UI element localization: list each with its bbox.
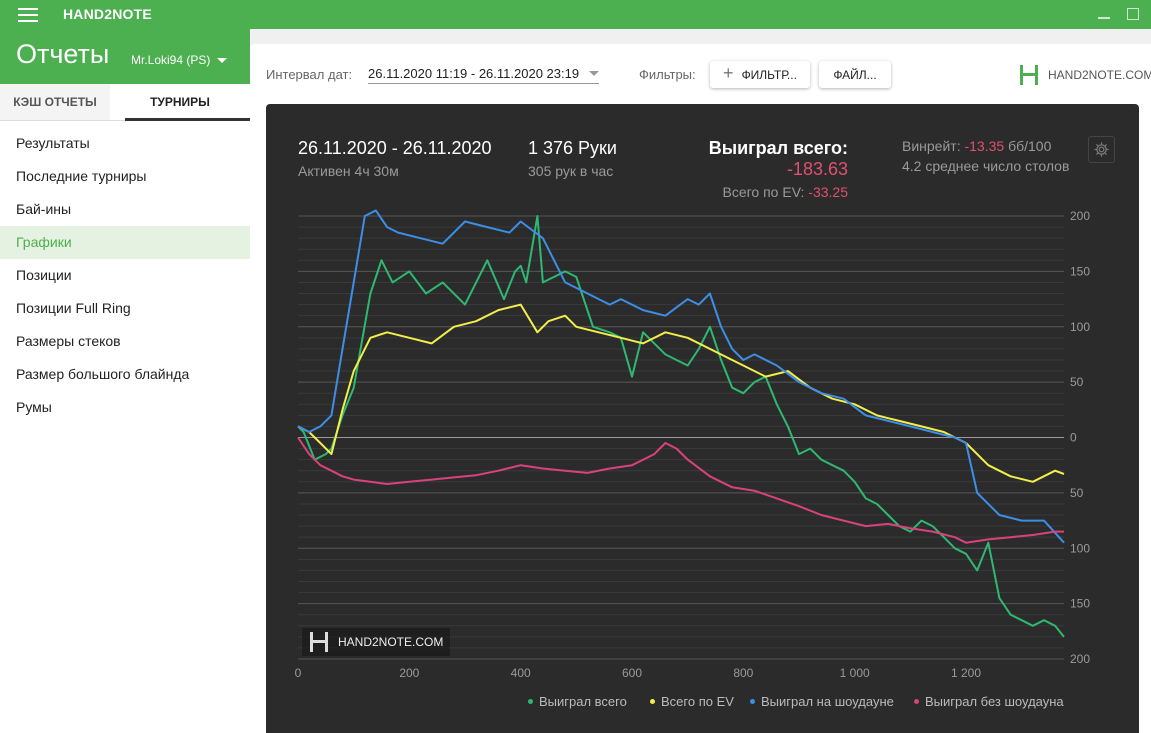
y-tick-label: 200 — [1070, 652, 1090, 666]
tab-tournaments[interactable]: ТУРНИРЫ — [110, 84, 250, 121]
filters-label: Фильтры: — [639, 67, 696, 82]
plus-icon: + — [723, 63, 734, 83]
menu-icon[interactable] — [18, 8, 38, 22]
x-tick-label: 200 — [399, 666, 419, 680]
file-button-label: ФАЙЛ... — [833, 67, 877, 82]
stat-hands-count: 1 376 Руки — [528, 138, 617, 158]
y-tick-label: 50 — [1070, 375, 1084, 389]
series-line-won-total — [297, 215, 1065, 638]
stat-winrate-value: -13.35 — [964, 138, 1005, 154]
brand-text: HAND2NOTE.COM — [1048, 68, 1151, 82]
chart-card: 26.11.2020 - 26.11.2020 Активен 4ч 30м 1… — [266, 104, 1139, 733]
y-tick-label: 100 — [1070, 541, 1090, 555]
y-tick-label: 150 — [1070, 597, 1090, 611]
date-range-value: 26.11.2020 11:19 - 26.11.2020 23:19 — [368, 66, 580, 81]
report-tabs: КЭШ ОТЧЕТЫ ТУРНИРЫ — [0, 84, 250, 121]
stat-winrate-unit: бб/100 — [1008, 138, 1052, 154]
sidebar-header: Отчеты Mr.Loki94 (PS) — [0, 29, 250, 84]
x-tick-label: 800 — [733, 666, 753, 680]
nav-item-big-blind-size[interactable]: Размер большого блайнда — [16, 366, 190, 382]
y-tick-label: 100 — [1070, 320, 1090, 334]
chart-watermark: HAND2NOTE.COM — [302, 628, 450, 656]
legend-label: Выиграл всего — [539, 694, 627, 709]
main-panel: Интервал дат: 26.11.2020 11:19 - 26.11.2… — [250, 44, 1151, 733]
legend-label: Выиграл на шоудауне — [761, 694, 894, 709]
legend-item-won-total[interactable]: Выиграл всего — [528, 694, 627, 709]
sidebar: Отчеты Mr.Loki94 (PS) КЭШ ОТЧЕТЫ ТУРНИРЫ… — [0, 29, 250, 733]
minimize-icon[interactable] — [1098, 17, 1110, 19]
legend-dot — [750, 699, 755, 704]
nav-item-stack-sizes[interactable]: Размеры стеков — [16, 333, 121, 349]
filter-bar: Интервал дат: 26.11.2020 11:19 - 26.11.2… — [250, 44, 1151, 104]
bankroll-chart: 200 150 100 50 0 50 100 150 200 0 200 400 600 800 1 00… — [295, 209, 1091, 680]
page-title: Отчеты — [16, 39, 110, 69]
date-interval-label: Интервал дат: — [266, 67, 353, 82]
x-tick-label: 400 — [511, 666, 531, 680]
x-tick-label: 1 200 — [951, 666, 981, 680]
report-nav-list: Результаты Последние турниры Бай-ины Гра… — [0, 127, 250, 424]
stat-won: Выиграл всего: -183.63 Всего по EV: -33.… — [650, 138, 848, 200]
account-label: Mr.Loki94 (PS) — [131, 53, 211, 67]
date-range-select[interactable]: 26.11.2020 11:19 - 26.11.2020 23:19 — [368, 66, 600, 84]
legend-label: Выиграл без шоудауна — [925, 694, 1064, 709]
stat-won-label: Выиграл всего: — [708, 138, 848, 158]
maximize-icon[interactable] — [1127, 8, 1139, 20]
nav-item-recent-tournaments[interactable]: Последние турниры — [16, 168, 147, 184]
hand2note-logo-icon — [1020, 65, 1038, 85]
chart-settings-button[interactable] — [1088, 136, 1115, 163]
hand2note-logo-icon — [310, 632, 328, 652]
tab-cash-reports[interactable]: КЭШ ОТЧЕТЫ — [13, 95, 97, 109]
stat-tables: 4.2 среднее число столов — [902, 158, 1070, 174]
filter-button-label: ФИЛЬТР... — [741, 67, 797, 82]
chevron-down-icon — [217, 57, 228, 63]
y-tick-label: 0 — [1070, 431, 1077, 445]
legend-dot — [528, 699, 533, 704]
nav-item-rooms[interactable]: Румы — [16, 399, 52, 415]
stat-hands-per-hour: 305 рук в час — [528, 163, 614, 179]
stat-date: 26.11.2020 - 26.11.2020 Активен 4ч 30м — [298, 138, 492, 179]
stat-hands: 1 376 Руки 305 рук в час — [528, 138, 617, 179]
brand-logo: HAND2NOTE.COM — [1018, 64, 1151, 86]
x-tick-label: 600 — [622, 666, 642, 680]
stat-winrate: Винрейт: -13.35 бб/100 4.2 среднее число… — [902, 138, 1069, 174]
file-button[interactable]: ФАЙЛ... — [819, 61, 891, 88]
legend-dot — [914, 699, 919, 704]
app-title: HAND2NOTE — [63, 6, 152, 22]
y-tick-label: 50 — [1070, 486, 1084, 500]
x-tick-label: 1 000 — [840, 666, 870, 680]
stat-date-range: 26.11.2020 - 26.11.2020 — [298, 138, 492, 158]
title-bar: HAND2NOTE — [0, 0, 1151, 29]
nav-item-results[interactable]: Результаты — [16, 135, 90, 151]
y-tick-label: 200 — [1070, 209, 1090, 223]
legend-dot — [650, 699, 655, 704]
series-line-showdown — [297, 209, 1065, 544]
nav-item-positions-full-ring[interactable]: Позиции Full Ring — [16, 300, 131, 316]
nav-item-positions[interactable]: Позиции — [16, 267, 72, 283]
stat-ev-label: Всего по EV: — [722, 184, 805, 200]
legend-item-ev[interactable]: Всего по EV — [650, 694, 734, 709]
legend-item-non-showdown[interactable]: Выиграл без шоудауна — [914, 694, 1064, 709]
series-line-ev — [297, 303, 1065, 483]
account-select[interactable]: Mr.Loki94 (PS) — [131, 53, 228, 67]
stat-ev-value: -33.25 — [808, 184, 848, 200]
chevron-down-icon — [589, 71, 600, 76]
y-tick-label: 150 — [1070, 264, 1090, 278]
nav-item-buyins[interactable]: Бай-ины — [16, 201, 72, 217]
series-line-non-showdown — [297, 436, 1064, 544]
watermark-text: HAND2NOTE.COM — [338, 635, 444, 649]
x-tick-label: 0 — [295, 666, 302, 680]
gear-icon — [1094, 142, 1109, 157]
legend-item-showdown[interactable]: Выиграл на шоудауне — [750, 694, 894, 709]
stat-active-time: Активен 4ч 30м — [298, 163, 399, 179]
nav-item-graphs[interactable]: Графики — [0, 226, 250, 259]
legend-label: Всего по EV — [661, 694, 734, 709]
stat-winrate-label: Винрейт: — [902, 138, 961, 154]
filter-button[interactable]: + ФИЛЬТР... — [710, 61, 810, 88]
stat-won-value: -183.63 — [786, 159, 848, 179]
